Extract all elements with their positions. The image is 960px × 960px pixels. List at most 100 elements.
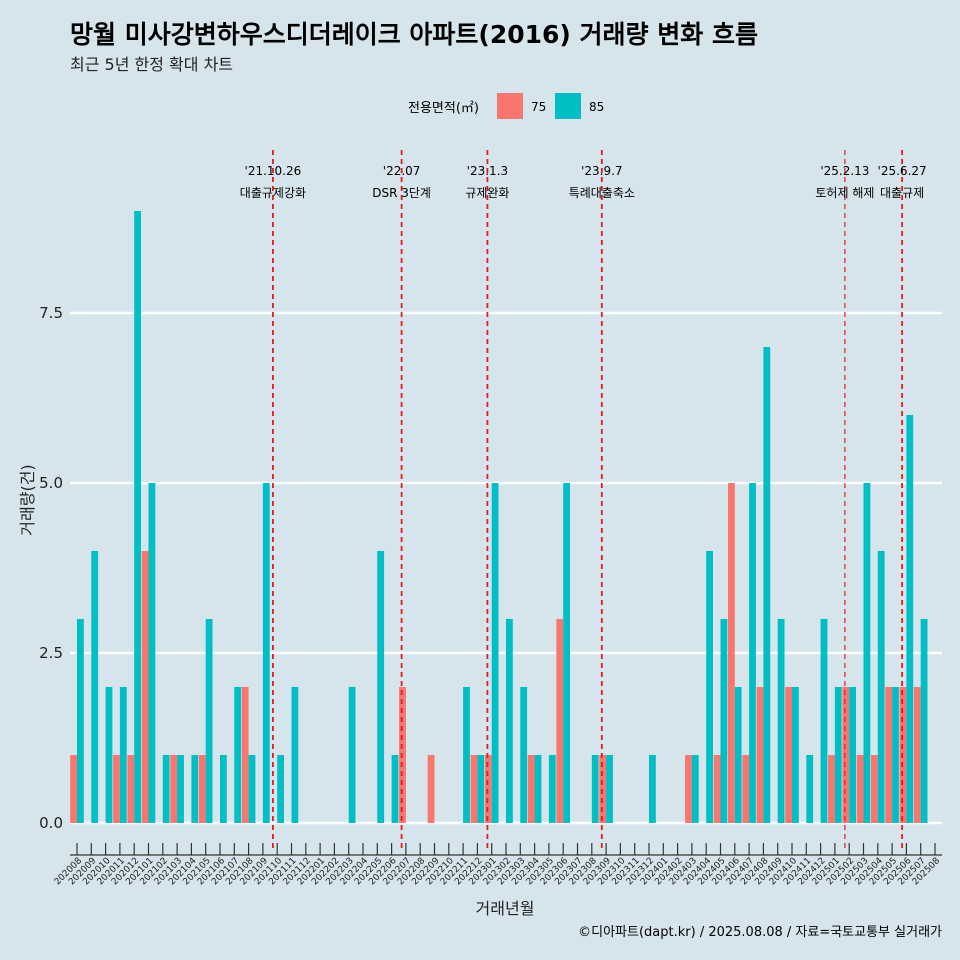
bar-85-202009 xyxy=(91,551,99,823)
bar-85-202502 xyxy=(849,687,856,823)
event-date: '23.9.7 xyxy=(581,164,622,178)
bar-75-202105 xyxy=(198,755,206,823)
bar-75-202304 xyxy=(527,755,535,823)
bar-85-202407 xyxy=(749,483,756,823)
caption: ©디아파트(dapt.kr) / 2025.08.08 / 자료=국토교통부 실… xyxy=(578,925,942,940)
bar-85-202409 xyxy=(777,619,785,823)
y-tick-label: 7.5 xyxy=(39,304,63,322)
bar-85-202211 xyxy=(463,687,470,823)
bar-75-202501 xyxy=(828,755,835,823)
event-date: '23.1.3 xyxy=(467,164,508,178)
event-label: 토허제 해제 xyxy=(815,186,874,200)
bar-75-202008 xyxy=(70,755,77,823)
bar-75-202108 xyxy=(241,687,249,823)
bar-85-202506 xyxy=(906,415,914,823)
bar-85-202104 xyxy=(191,755,199,823)
bar-85-202306 xyxy=(563,483,570,823)
legend-swatch-85 xyxy=(555,93,581,119)
event-label: 대출규제강화 xyxy=(240,186,306,200)
bar-85-202403 xyxy=(691,755,699,823)
bar-85-202406 xyxy=(734,687,742,823)
bar-85-202309 xyxy=(606,755,613,823)
legend-swatch-75 xyxy=(497,93,523,119)
bar-85-202101 xyxy=(148,483,156,823)
bar-85-202212 xyxy=(477,755,485,823)
y-tick-label: 2.5 xyxy=(39,644,63,662)
bar-85-202412 xyxy=(820,619,828,823)
bar-85-202205 xyxy=(377,551,385,823)
bar-75-202504 xyxy=(871,755,878,823)
bars xyxy=(70,211,928,823)
bar-85-202408 xyxy=(763,347,771,823)
legend-title: 전용면적(㎡) xyxy=(408,101,479,116)
x-axis-title: 거래년월 xyxy=(476,899,535,918)
bar-85-202105 xyxy=(205,619,213,823)
event-date: '25.6.27 xyxy=(878,164,927,178)
event-label: DSR 3단계 xyxy=(372,186,431,200)
bar-85-202308 xyxy=(591,755,599,823)
bar-85-202501 xyxy=(834,687,842,823)
bar-75-202101 xyxy=(141,551,149,823)
bar-85-202305 xyxy=(548,755,556,823)
bar-85-202504 xyxy=(877,551,885,823)
event-date: '21.10.26 xyxy=(245,164,302,178)
chart-title: 망월 미사강변하우스디더레이크 아파트(2016) 거래량 변화 흐름 xyxy=(70,20,758,49)
bar-85-202411 xyxy=(806,755,814,823)
bar-85-202503 xyxy=(863,483,871,823)
bar-85-202111 xyxy=(291,687,299,823)
bar-85-202304 xyxy=(534,755,542,823)
legend: 전용면적(㎡) 75 85 xyxy=(408,93,604,119)
bar-75-202406 xyxy=(728,483,735,823)
event-lines: '21.10.26 대출규제강화 '22.07 DSR 3단계 '23.1.3 규제완화 '… xyxy=(240,150,927,850)
y-tick-label: 0.0 xyxy=(39,814,63,832)
bar-75-202502 xyxy=(842,687,850,823)
event-label: 규제완화 xyxy=(465,186,509,200)
bar-85-202110 xyxy=(277,755,284,823)
bar-75-202407 xyxy=(742,755,750,823)
bar-85-202505 xyxy=(892,687,899,823)
y-axis-ticks: 0.0 2.5 5.0 7.5 xyxy=(39,304,63,832)
event-label: 특례대출축소 xyxy=(569,186,635,200)
bar-75-202403 xyxy=(685,755,692,823)
bar-85-202301 xyxy=(491,483,499,823)
bar-75-202212 xyxy=(470,755,478,823)
y-axis-title: 거래량(건) xyxy=(18,464,37,535)
bar-85-202404 xyxy=(706,551,713,823)
bar-75-202408 xyxy=(756,687,764,823)
bar-85-202507 xyxy=(920,619,928,823)
bar-85-202405 xyxy=(720,619,728,823)
bar-85-202107 xyxy=(234,687,242,823)
bar-85-202010 xyxy=(105,687,113,823)
y-tick-label: 5.0 xyxy=(39,474,63,492)
bar-75-202503 xyxy=(856,755,864,823)
chart-subtitle: 최근 5년 한정 확대 차트 xyxy=(70,55,233,74)
bar-85-202103 xyxy=(177,755,184,823)
bar-85-202012 xyxy=(134,211,141,823)
legend-label-85: 85 xyxy=(589,100,604,114)
bar-85-202108 xyxy=(248,755,256,823)
bar-85-202011 xyxy=(119,687,127,823)
bar-85-202410 xyxy=(792,687,799,823)
bar-85-202206 xyxy=(391,755,399,823)
bar-85-202302 xyxy=(506,619,513,823)
x-axis: 2020082020092020102020112020122021012021… xyxy=(53,843,942,887)
bar-85-202109 xyxy=(262,483,270,823)
bar-75-202011 xyxy=(113,755,120,823)
bar-75-202505 xyxy=(885,687,893,823)
bar-85-202312 xyxy=(649,755,656,823)
event-label: 대출규제 xyxy=(880,186,924,200)
bar-85-202203 xyxy=(348,687,356,823)
bar-75-202507 xyxy=(913,687,921,823)
bar-85-202008 xyxy=(77,619,84,823)
bar-75-202306 xyxy=(556,619,564,823)
bar-85-202106 xyxy=(220,755,227,823)
bar-85-202102 xyxy=(162,755,170,823)
bar-85-202303 xyxy=(520,687,528,823)
bar-75-202405 xyxy=(713,755,721,823)
event-date: '25.2.13 xyxy=(820,164,869,178)
bar-75-202012 xyxy=(127,755,135,823)
legend-label-75: 75 xyxy=(531,100,546,114)
event-date: '22.07 xyxy=(383,164,421,178)
bar-75-202410 xyxy=(785,687,792,823)
